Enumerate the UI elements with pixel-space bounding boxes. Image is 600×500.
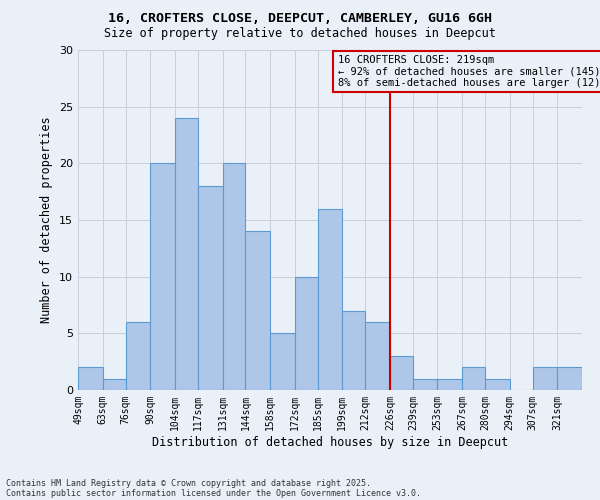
Bar: [245, 232, 270, 390]
Bar: [198, 186, 223, 390]
Bar: [270, 334, 295, 390]
Bar: [437, 378, 462, 390]
Bar: [103, 378, 125, 390]
Bar: [78, 368, 103, 390]
Bar: [317, 208, 343, 390]
Y-axis label: Number of detached properties: Number of detached properties: [40, 116, 53, 324]
Bar: [365, 322, 390, 390]
Bar: [343, 310, 365, 390]
Bar: [223, 164, 245, 390]
Text: Contains public sector information licensed under the Open Government Licence v3: Contains public sector information licen…: [6, 488, 421, 498]
Bar: [125, 322, 150, 390]
Bar: [462, 368, 485, 390]
Text: Contains HM Land Registry data © Crown copyright and database right 2025.: Contains HM Land Registry data © Crown c…: [6, 478, 371, 488]
Bar: [413, 378, 437, 390]
Text: Size of property relative to detached houses in Deepcut: Size of property relative to detached ho…: [104, 28, 496, 40]
X-axis label: Distribution of detached houses by size in Deepcut: Distribution of detached houses by size …: [152, 436, 508, 448]
Text: 16 CROFTERS CLOSE: 219sqm
← 92% of detached houses are smaller (145)
8% of semi-: 16 CROFTERS CLOSE: 219sqm ← 92% of detac…: [338, 55, 600, 88]
Bar: [295, 276, 317, 390]
Bar: [557, 368, 582, 390]
Bar: [150, 164, 175, 390]
Bar: [533, 368, 557, 390]
Bar: [390, 356, 413, 390]
Text: 16, CROFTERS CLOSE, DEEPCUT, CAMBERLEY, GU16 6GH: 16, CROFTERS CLOSE, DEEPCUT, CAMBERLEY, …: [108, 12, 492, 26]
Bar: [485, 378, 510, 390]
Bar: [175, 118, 198, 390]
